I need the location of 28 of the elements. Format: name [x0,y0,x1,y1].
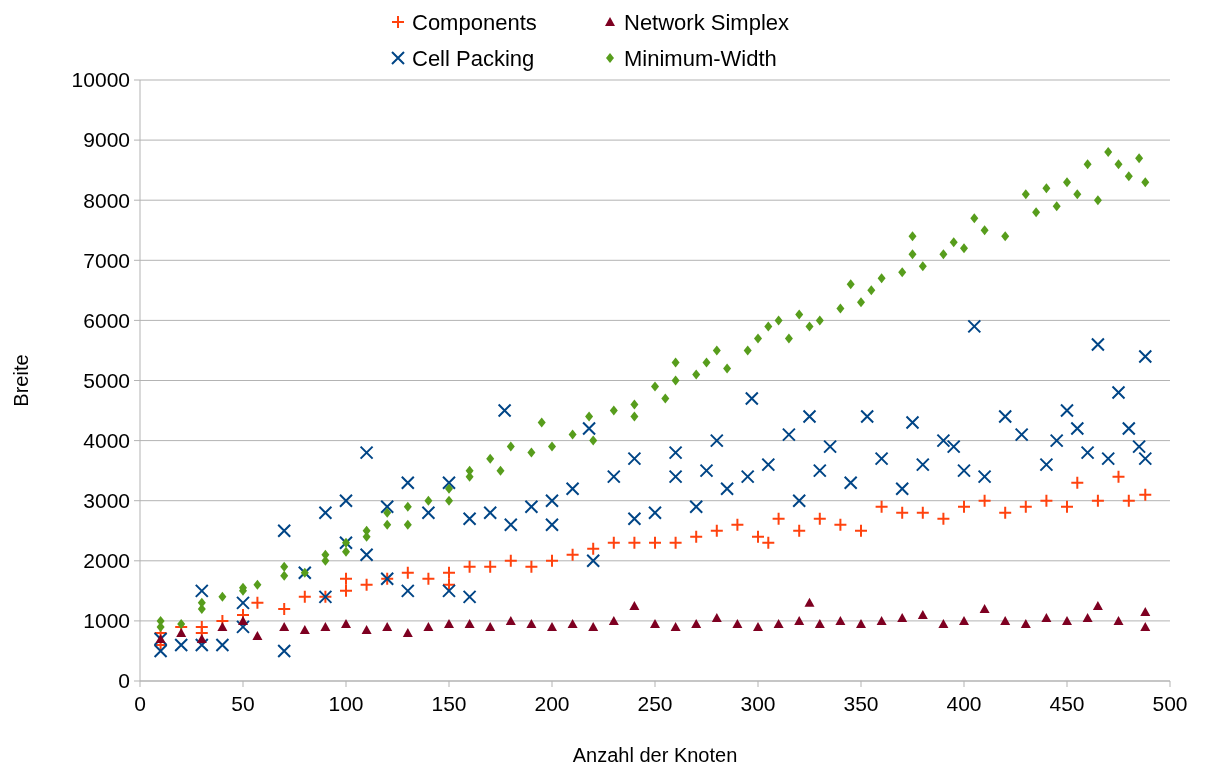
x-tick-label: 300 [740,692,776,715]
y-tick-label: 1000 [83,609,130,633]
x-tick-label: 100 [328,692,364,715]
legend-label: Cell Packing [412,45,535,71]
y-tick-label: 9000 [83,128,130,152]
x-tick-label: 350 [843,692,879,715]
y-tick-label: 6000 [83,308,130,332]
legend-label: Minimum-Width [624,45,777,71]
legend-label: Components [412,9,537,35]
x-tick-label: 500 [1152,692,1188,715]
y-tick-label: 3000 [83,489,130,513]
x-tick-label: 150 [431,692,467,715]
x-tick-label: 0 [134,692,146,715]
legend-label: Network Simplex [624,9,790,35]
y-axis-title: Breite [10,354,32,407]
y-tick-label: 2000 [83,549,130,573]
x-tick-label: 450 [1049,692,1085,715]
x-tick-label: 50 [231,692,255,715]
y-tick-label: 4000 [83,428,130,452]
x-tick-label: 400 [946,692,982,715]
y-tick-label: 8000 [83,188,130,212]
y-tick-label: 7000 [83,248,130,272]
x-axis-title: Anzahl der Knoten [572,744,738,766]
x-tick-label: 200 [534,692,570,715]
x-tick-label: 250 [637,692,673,715]
y-tick-label: 5000 [83,368,130,392]
y-tick-label: 0 [118,669,130,693]
y-tick-label: 10000 [71,68,130,92]
